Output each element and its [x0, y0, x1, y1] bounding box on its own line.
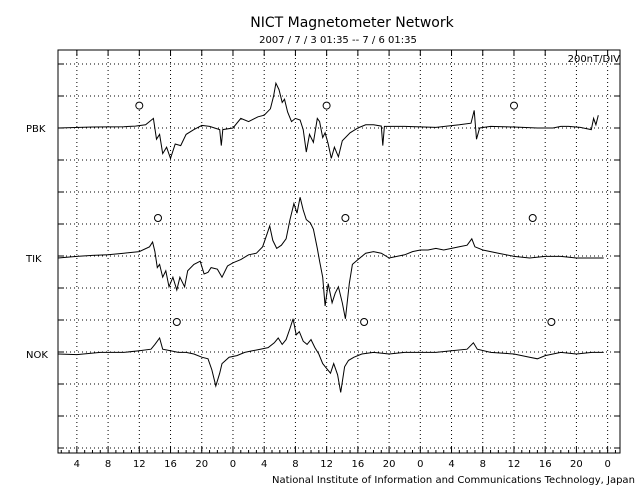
series-line-pbk [58, 81, 599, 160]
x-tick-label: 4 [74, 459, 80, 470]
event-marker [154, 214, 162, 222]
x-tick-label: 0 [230, 459, 236, 470]
x-tick-label: 16 [164, 459, 177, 470]
event-marker [341, 214, 350, 222]
axis-ticks [58, 50, 620, 453]
x-tick-label: 12 [508, 459, 521, 470]
x-tick-label: 20 [570, 459, 583, 470]
event-marker [528, 214, 537, 222]
station-label-nok: NOK [26, 350, 48, 361]
series-line-nok [58, 318, 604, 393]
x-tick-label: 0 [604, 459, 610, 470]
axis-labels: 4 8 12 16 20 0 4 8 12 16 20 0 4 8 12 16 20 0 PBK TIK NOK [25, 124, 611, 470]
x-tick-label: 20 [195, 459, 208, 470]
x-tick-label: 16 [351, 459, 364, 470]
x-tick-label: 8 [105, 459, 111, 470]
series-group [58, 81, 604, 393]
event-marker [322, 101, 331, 110]
station-label-pbk: PBK [26, 124, 46, 135]
x-tick-label: 4 [261, 459, 267, 470]
x-tick-label: 16 [539, 459, 552, 470]
x-tick-label: 0 [417, 459, 423, 470]
scale-label: 200nT/DIV [568, 54, 621, 65]
x-tick-label: 12 [320, 459, 333, 470]
plot-frame [57, 49, 621, 454]
x-tick-label: 4 [448, 459, 454, 470]
event-marker [360, 318, 369, 326]
markers-group [135, 101, 556, 326]
chart-title: NICT Magnetometer Network [250, 15, 454, 31]
event-marker [547, 318, 556, 326]
x-tick-label: 12 [133, 459, 146, 470]
station-label-tik: TIK [25, 254, 42, 265]
event-marker [135, 101, 144, 110]
x-tick-label: 20 [383, 459, 396, 470]
x-tick-label: 8 [480, 459, 486, 470]
x-tick-label: 8 [292, 459, 298, 470]
series-line-tik [58, 197, 604, 319]
event-marker [510, 101, 518, 110]
event-marker [172, 318, 181, 326]
grid [58, 50, 620, 453]
chart-subtitle: 2007 / 7 / 3 01:35 -- 7 / 6 01:35 [259, 35, 417, 46]
footer-credit: National Institute of Information and Co… [272, 475, 635, 486]
